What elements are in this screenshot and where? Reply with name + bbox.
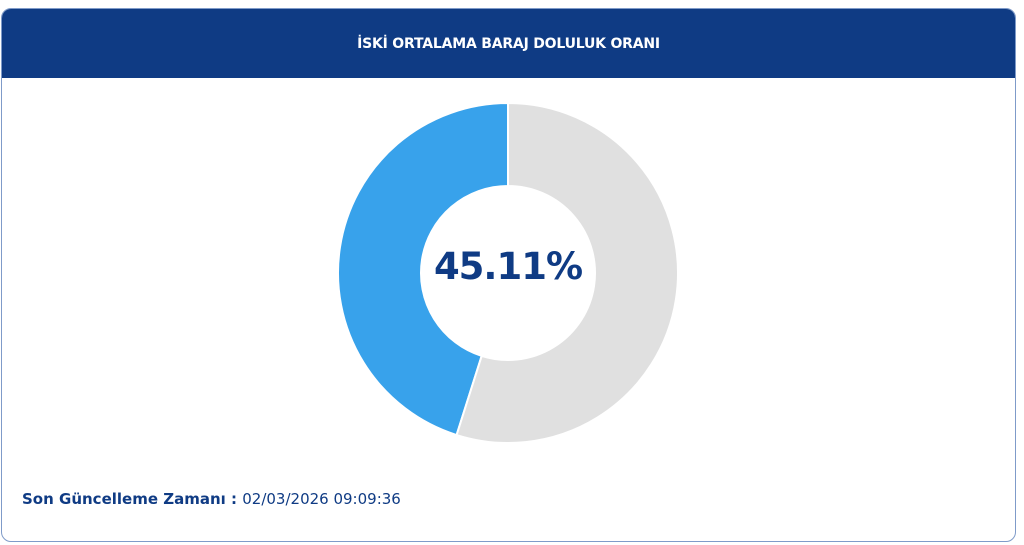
last-update-label: Son Güncelleme Zamanı xyxy=(22,490,226,508)
donut-slice-empty xyxy=(455,101,679,444)
last-update-timestamp: 02/03/2026 09:09:36 xyxy=(242,490,401,508)
dam-fill-card: İSKİ ORTALAMA BARAJ DOLULUK ORANI xyxy=(1,8,1016,542)
card-header: İSKİ ORTALAMA BARAJ DOLULUK ORANI xyxy=(2,9,1015,78)
fill-percentage-label: 45.11% xyxy=(433,245,583,288)
last-update: Son Güncelleme Zamanı : 02/03/2026 09:09… xyxy=(22,490,401,508)
last-update-separator: : xyxy=(225,490,243,508)
donut-slice-filled xyxy=(337,101,509,437)
card-title: İSKİ ORTALAMA BARAJ DOLULUK ORANI xyxy=(357,35,660,52)
